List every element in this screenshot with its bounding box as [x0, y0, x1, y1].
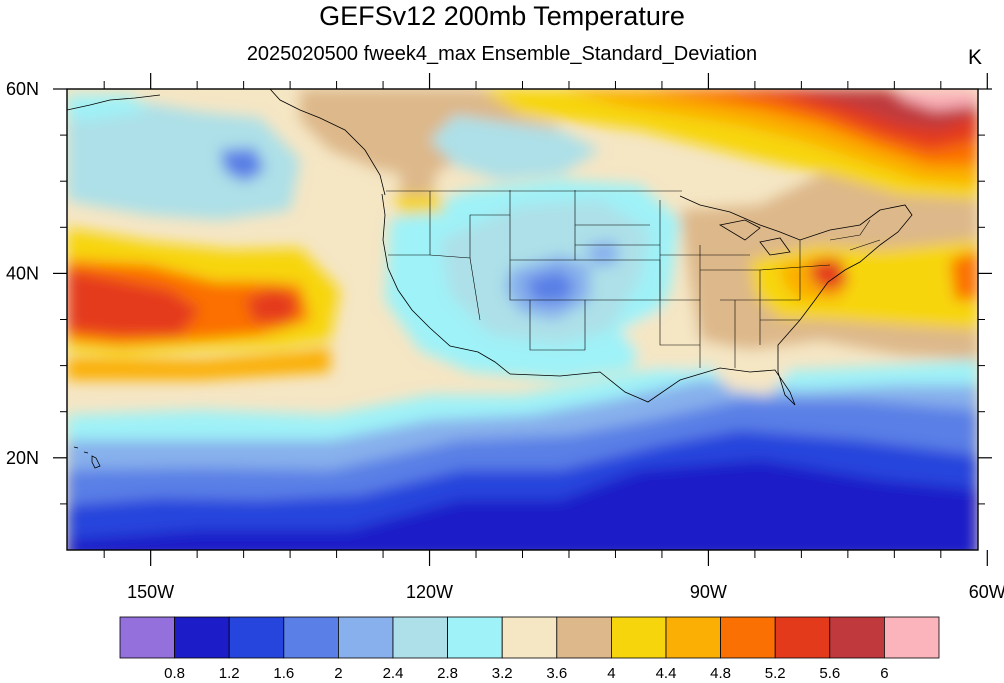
colorbar-swatch [392, 616, 448, 659]
colorbar-swatch [337, 616, 394, 659]
colorbar-label: 1.2 [219, 665, 240, 682]
colorbar-label: 6 [880, 665, 888, 682]
units-label: K [967, 46, 982, 69]
colorbar-label: 2 [334, 665, 342, 682]
colorbar-label: 4.8 [710, 665, 731, 682]
lat-tick-label: 60N [6, 79, 39, 99]
colorbar-swatch [119, 616, 175, 659]
colorbar-swatch [228, 616, 285, 659]
colorbar-swatch [884, 616, 940, 659]
coastlines [67, 89, 913, 469]
axis-ticks [53, 73, 992, 566]
colorbar-label: 1.6 [273, 665, 294, 682]
lon-tick-label: 90W [690, 582, 727, 602]
colorbar-label: 4.4 [656, 665, 677, 682]
colorbar-swatch [174, 616, 230, 659]
colorbar-swatch [774, 616, 831, 659]
map-subtitle: 2025020500 fweek4_max Ensemble_Standard_… [246, 43, 758, 65]
colorbar-label: 4 [607, 665, 615, 682]
colorbar-swatch [556, 616, 612, 659]
colorbar-label: 5.2 [765, 665, 786, 682]
map-title: GEFSv12 200mb Temperature [319, 1, 685, 31]
lon-tick-label: 120W [406, 582, 453, 602]
colorbar-swatch [283, 616, 339, 659]
colorbar-label: 5.6 [819, 665, 840, 682]
colorbar-swatch [447, 616, 503, 659]
colorbar-labels: 0.8 1.2 1.6 2 2.4 2.8 3.2 3.6 4 4.4 4.8 5.2 5.6 6 [164, 665, 888, 682]
colorbar-label: 0.8 [164, 665, 185, 682]
lon-tick-label: 60W [969, 582, 1004, 602]
colorbar-swatch [611, 616, 667, 659]
colorbar [119, 616, 940, 659]
colorbar-label: 2.8 [437, 665, 458, 682]
colorbar-label: 3.2 [492, 665, 513, 682]
axis-labels: 150W 120W 90W 60W 60N 40N 20N [6, 79, 1004, 602]
contour-field [67, 89, 978, 550]
lon-tick-label: 150W [127, 582, 174, 602]
state-borders [386, 190, 881, 368]
colorbar-swatch [501, 616, 558, 659]
colorbar-label: 3.6 [546, 665, 567, 682]
lat-tick-label: 20N [6, 448, 39, 468]
lat-tick-label: 40N [6, 263, 39, 283]
colorbar-swatch [720, 616, 776, 659]
colorbar-swatch [665, 616, 721, 659]
colorbar-label: 2.4 [383, 665, 404, 682]
colorbar-swatch [829, 616, 885, 659]
